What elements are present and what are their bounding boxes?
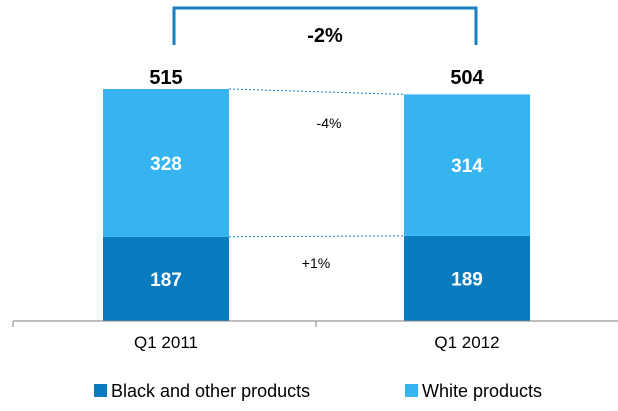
connector-line-top	[228, 88, 405, 95]
legend: Black and other products White products	[94, 381, 542, 401]
total-label-q1-2012: 504	[450, 67, 484, 89]
value-label-black-q1-2012: 189	[451, 269, 483, 290]
connector-line-middle	[228, 235, 405, 238]
value-label-white-q1-2011: 328	[150, 154, 182, 175]
legend-swatch-white	[405, 384, 418, 397]
bar-black-q1-2011	[103, 236, 229, 321]
bar-white-q1-2012	[404, 94, 530, 236]
total-change-bracket	[172, 6, 478, 45]
bar-black-q1-2012	[404, 235, 530, 321]
value-label-white-q1-2012: 314	[451, 156, 483, 177]
legend-label-white: White products	[422, 381, 542, 401]
legend-label-black: Black and other products	[111, 381, 310, 401]
total-label-q1-2011: 515	[149, 67, 182, 89]
x-tick-label-q1-2012: Q1 2012	[434, 333, 499, 352]
total-change-label: -2%	[307, 25, 343, 47]
bar-white-q1-2011	[103, 89, 229, 237]
legend-swatch-black	[94, 384, 107, 397]
value-label-black-q1-2011: 187	[150, 270, 182, 291]
x-tick-label-q1-2011: Q1 2011	[134, 333, 198, 352]
black-change-label: +1%	[302, 255, 330, 271]
white-change-label: -4%	[317, 115, 342, 131]
